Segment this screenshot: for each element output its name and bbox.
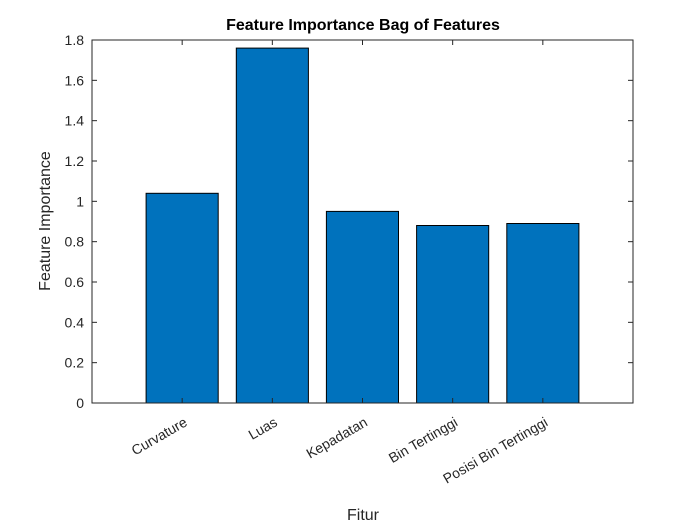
y-tick-label: 1.2 [65, 153, 85, 169]
y-tick-label: 1.4 [65, 113, 85, 129]
bar-luas [235, 47, 309, 404]
y-tick-label: 0.6 [65, 274, 85, 290]
y-tick-label: 1.8 [65, 32, 85, 48]
x-axis-label: Fitur [347, 507, 380, 524]
y-tick-label: 1.6 [65, 72, 85, 88]
y-tick-label: 1 [76, 193, 84, 209]
bar-kepadatan [325, 210, 399, 404]
x-tick-label: Luas [246, 414, 280, 443]
x-tick-label: Curvature [128, 414, 189, 459]
x-tick-label: Bin Tertinggi [386, 414, 461, 466]
y-tick-label: 0.2 [65, 355, 85, 371]
x-tick-label: Kepadatan [303, 414, 370, 462]
x-tick-labels: Curvature Luas Kepadatan Bin TertinggiPosis… [128, 414, 550, 487]
axes-box [91, 39, 634, 404]
bar-posisi-bin-tertinggi [506, 223, 580, 404]
y-axis-label: Feature Importance [37, 151, 54, 291]
y-tick-labels: 0 0.2 0.4 0.6 0.8 1 1.2 1.4 1.6 1.8 [65, 32, 85, 411]
y-tick-label: 0.4 [65, 314, 85, 330]
y-tick-label: 0 [76, 395, 84, 411]
bars-group [145, 47, 580, 404]
ticks-group [92, 39, 633, 404]
bar-curvature [145, 192, 219, 404]
chart-title: Feature Importance Bag of Features [226, 17, 500, 34]
y-tick-label: 0.8 [65, 234, 85, 250]
bar-bin-tertinggi [416, 225, 490, 404]
